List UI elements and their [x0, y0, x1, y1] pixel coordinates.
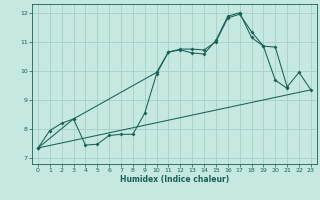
X-axis label: Humidex (Indice chaleur): Humidex (Indice chaleur) [120, 175, 229, 184]
